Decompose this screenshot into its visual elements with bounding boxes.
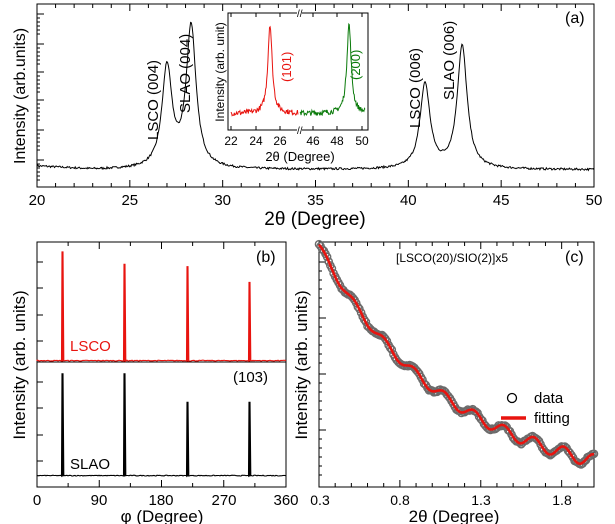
legend-data-marker bbox=[506, 392, 518, 404]
panel-a-ticks bbox=[36, 4, 595, 187]
peak-label-slao-006: SLAO (006) bbox=[441, 21, 458, 100]
reflection-label-103: (103) bbox=[233, 369, 268, 386]
panel-b-label: (b) bbox=[256, 249, 276, 266]
reflectivity-data-points bbox=[314, 239, 599, 469]
data-point bbox=[382, 336, 392, 346]
panel-b: (b) LSCO SLAO (103) 0 90 180 270 360 φ (… bbox=[10, 241, 299, 524]
data-point bbox=[387, 345, 397, 355]
data-point bbox=[385, 343, 395, 353]
peak-label-lsco-004: LSCO (004) bbox=[145, 60, 162, 140]
panel-a-x-tick: 25 bbox=[121, 192, 138, 209]
reflectivity-fit-line bbox=[317, 243, 595, 465]
panel-b-x-tick-labels: 0 90 180 270 360 bbox=[33, 492, 299, 509]
panel-a-x-tick-labels: 20 25 30 35 40 45 50 bbox=[29, 192, 603, 209]
inset-x-axis-title: 2θ (Degree) bbox=[265, 149, 334, 164]
panel-b-x-tick: 360 bbox=[273, 492, 298, 509]
inset-ticks bbox=[230, 13, 363, 130]
data-point bbox=[359, 315, 369, 325]
panel-c-frame bbox=[318, 241, 595, 488]
panel-c-x-tick-labels: 0.3 0.8 1.3 1.8 bbox=[310, 492, 572, 508]
panel-c-x-tick: 0.8 bbox=[390, 492, 410, 508]
panel-c-x-tick: 1.3 bbox=[471, 492, 491, 508]
inset-label-200: (200) bbox=[348, 50, 363, 80]
panel-c-x-tick: 1.8 bbox=[552, 492, 572, 508]
panel-a-label: (a) bbox=[565, 10, 585, 27]
peak-label-lsco-006: LSCO (006) bbox=[407, 48, 424, 128]
inset-axis-break-gap bbox=[297, 8, 302, 18]
inset-200-line bbox=[299, 22, 366, 117]
panel-a-x-tick: 30 bbox=[214, 192, 231, 209]
panel-a-x-tick: 20 bbox=[29, 192, 46, 209]
slao-phi-line bbox=[36, 373, 287, 478]
panel-b-x-tick: 90 bbox=[91, 492, 108, 509]
lsco-phi-line bbox=[36, 251, 287, 363]
panel-b-ticks bbox=[36, 242, 287, 487]
panel-c-x-tick: 0.3 bbox=[310, 492, 330, 508]
inset-x-tick: 22 bbox=[224, 134, 238, 148]
inset-x-tick: 50 bbox=[355, 134, 369, 148]
panel-a-x-tick: 50 bbox=[586, 192, 603, 209]
inset-axis-break-bottom: // bbox=[297, 126, 303, 137]
inset-x-tick: 24 bbox=[249, 134, 263, 148]
panel-b-x-tick: 0 bbox=[33, 492, 41, 509]
data-point bbox=[455, 406, 465, 416]
data-point bbox=[356, 308, 366, 317]
panel-a-x-tick: 40 bbox=[400, 192, 417, 209]
series-label-slao: SLAO bbox=[70, 456, 110, 473]
panel-a: (a) LSCO (004) SLAO (004) LSCO (006) SLA… bbox=[12, 3, 603, 230]
panel-a-xrd-line bbox=[36, 21, 595, 172]
peak-label-slao-004: SLAO (004) bbox=[177, 34, 194, 113]
legend-fitting-label: fitting bbox=[534, 410, 570, 427]
inset-x-tick: 46 bbox=[306, 134, 320, 148]
inset-x-tick: 26 bbox=[273, 134, 287, 148]
series-label-lsco: LSCO bbox=[70, 338, 111, 355]
inset-label-101: (101) bbox=[279, 52, 294, 82]
panel-a-y-ticks bbox=[37, 13, 44, 181]
panel-a-y-axis-title: Intensity (arb.units) bbox=[12, 28, 29, 164]
panel-b-y-axis-title: Intensity (arb. units) bbox=[10, 290, 29, 439]
panel-c-y-axis-title: Intensity (arb. units) bbox=[292, 290, 311, 439]
panel-c-x-axis-title: 2θ (Degree) bbox=[409, 507, 500, 524]
panel-a-inset: // // (101) (200) 22 24 26 46 48 50 2θ (… bbox=[213, 8, 369, 164]
panel-c: (c) [LSCO(20)/SIO(2)]x5 data fitting 0.3… bbox=[292, 239, 599, 524]
inset-x-tick-labels: 22 24 26 46 48 50 bbox=[224, 134, 369, 148]
inset-101-line bbox=[230, 25, 299, 117]
inset-axis-break-top: // bbox=[297, 9, 303, 20]
inset-y-axis-title: Intensity (arb. unit) bbox=[213, 22, 227, 121]
inset-x-tick: 48 bbox=[330, 134, 344, 148]
panel-b-x-tick: 270 bbox=[211, 492, 236, 509]
legend-data-label: data bbox=[534, 390, 564, 407]
panel-a-x-tick: 45 bbox=[493, 192, 510, 209]
sample-structure-title: [LSCO(20)/SIO(2)]x5 bbox=[396, 251, 508, 265]
panel-a-x-tick: 35 bbox=[307, 192, 324, 209]
panel-c-legend: data fitting bbox=[501, 390, 570, 427]
panel-b-x-axis-title: φ (Degree) bbox=[121, 507, 204, 524]
panel-b-x-tick: 180 bbox=[148, 492, 173, 509]
panel-a-x-axis-title: 2θ (Degree) bbox=[264, 209, 365, 230]
inset-axis-break-gap-bottom bbox=[297, 125, 302, 135]
panel-c-label: (c) bbox=[565, 249, 584, 266]
